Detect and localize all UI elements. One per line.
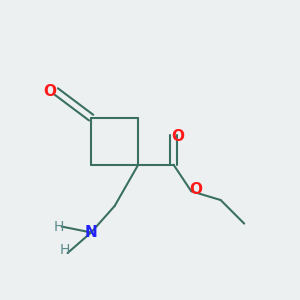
Text: N: N (85, 225, 98, 240)
Text: O: O (172, 129, 184, 144)
Text: O: O (44, 84, 56, 99)
Text: H: H (59, 243, 70, 257)
Text: H: H (53, 220, 64, 234)
Text: O: O (189, 182, 202, 197)
